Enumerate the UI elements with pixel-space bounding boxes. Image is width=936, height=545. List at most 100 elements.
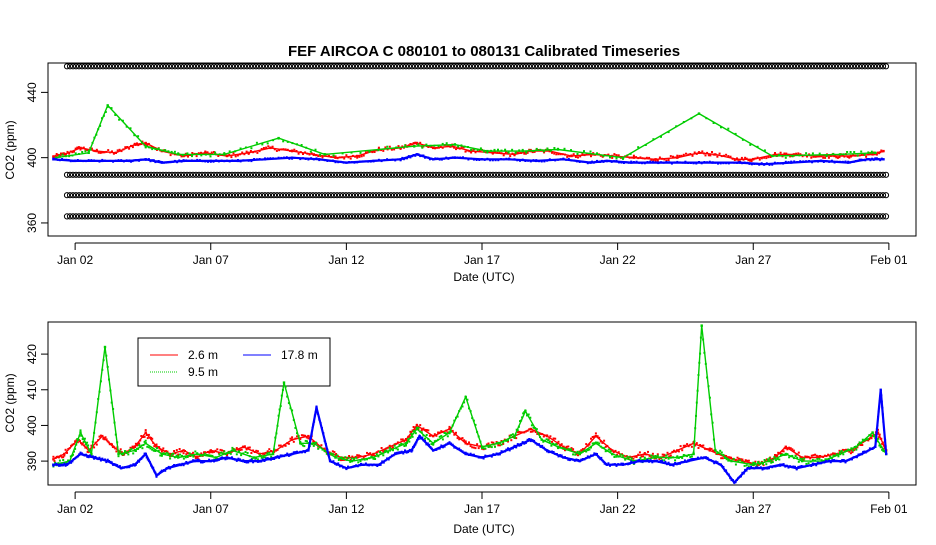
reference-point: [180, 213, 188, 220]
reference-point: [276, 63, 284, 70]
data-point: [838, 452, 842, 456]
reference-point: [804, 171, 812, 178]
reference-point: [738, 213, 746, 220]
data-point: [95, 133, 98, 136]
reference-point: [510, 63, 518, 70]
data-point: [763, 156, 766, 159]
data-point: [355, 464, 358, 467]
data-point: [440, 430, 443, 433]
data-point: [277, 136, 280, 140]
data-point: [659, 459, 662, 462]
data-point: [411, 155, 413, 158]
reference-point: [252, 213, 260, 220]
data-point: [235, 447, 238, 450]
data-point: [733, 161, 736, 164]
data-point: [844, 459, 847, 463]
data-point: [159, 448, 162, 451]
reference-point: [456, 63, 464, 70]
data-point: [451, 145, 454, 148]
reference-point: [816, 63, 824, 70]
data-point: [743, 161, 746, 164]
reference-point: [432, 213, 440, 220]
data-point: [166, 467, 169, 470]
data-point: [192, 451, 195, 454]
reference-point: [198, 63, 206, 70]
data-point: [830, 159, 833, 162]
data-point: [593, 435, 596, 438]
reference-point: [93, 213, 101, 220]
data-point: [341, 456, 343, 459]
data-point: [458, 438, 461, 441]
data-point: [667, 461, 670, 464]
data-point: [722, 162, 725, 165]
data-point: [315, 441, 317, 444]
reference-point: [657, 171, 665, 178]
data-point: [758, 463, 761, 466]
data-point: [299, 438, 302, 441]
data-point: [248, 446, 251, 449]
reference-point: [396, 213, 404, 220]
data-point: [879, 151, 882, 154]
data-point: [590, 155, 592, 158]
reference-point: [783, 171, 791, 178]
data-point: [797, 451, 800, 454]
reference-point: [420, 63, 428, 70]
reference-point: [612, 192, 620, 199]
data-point: [123, 466, 125, 469]
data-point: [875, 433, 878, 436]
data-point: [422, 434, 425, 437]
data-point: [412, 142, 415, 145]
data-point: [256, 460, 259, 463]
data-point: [104, 458, 106, 461]
data-point: [697, 374, 700, 376]
data-point: [89, 148, 92, 151]
reference-point: [378, 171, 386, 178]
reference-point: [408, 192, 416, 199]
data-point: [217, 155, 220, 157]
data-point: [848, 156, 851, 159]
data-point: [103, 151, 106, 154]
data-point: [209, 450, 212, 453]
reference-point: [708, 213, 716, 220]
reference-point: [141, 171, 149, 178]
data-point: [469, 452, 472, 455]
reference-point: [876, 63, 884, 70]
data-point: [785, 464, 788, 467]
data-point: [500, 149, 503, 152]
reference-point: [630, 213, 638, 220]
data-point: [144, 145, 147, 148]
data-point: [718, 463, 721, 466]
data-point: [601, 459, 604, 462]
data-point: [277, 156, 280, 159]
reference-point: [285, 63, 293, 70]
reference-point: [108, 192, 116, 199]
data-point: [136, 444, 138, 447]
reference-point: [660, 63, 668, 70]
reference-point: [426, 63, 434, 70]
data-point: [58, 159, 61, 162]
reference-point: [279, 192, 287, 199]
data-point: [485, 455, 488, 458]
data-point: [200, 151, 202, 154]
data-point: [74, 440, 77, 443]
data-point: [317, 155, 320, 158]
reference-point: [810, 192, 818, 199]
data-point: [401, 443, 404, 446]
data-point: [789, 447, 792, 450]
reference-point: [78, 63, 86, 70]
reference-point: [675, 171, 683, 178]
reference-point: [465, 192, 473, 199]
data-point: [407, 155, 410, 158]
data-point: [741, 459, 744, 463]
reference-point: [777, 171, 785, 178]
data-point: [307, 442, 310, 445]
reference-point: [837, 171, 845, 178]
reference-point: [792, 171, 800, 178]
data-point: [472, 148, 475, 151]
data-point: [690, 117, 693, 120]
data-point: [534, 442, 537, 445]
reference-point: [423, 171, 431, 178]
reference-point: [381, 171, 389, 178]
data-point: [778, 452, 781, 455]
data-point: [218, 153, 221, 156]
